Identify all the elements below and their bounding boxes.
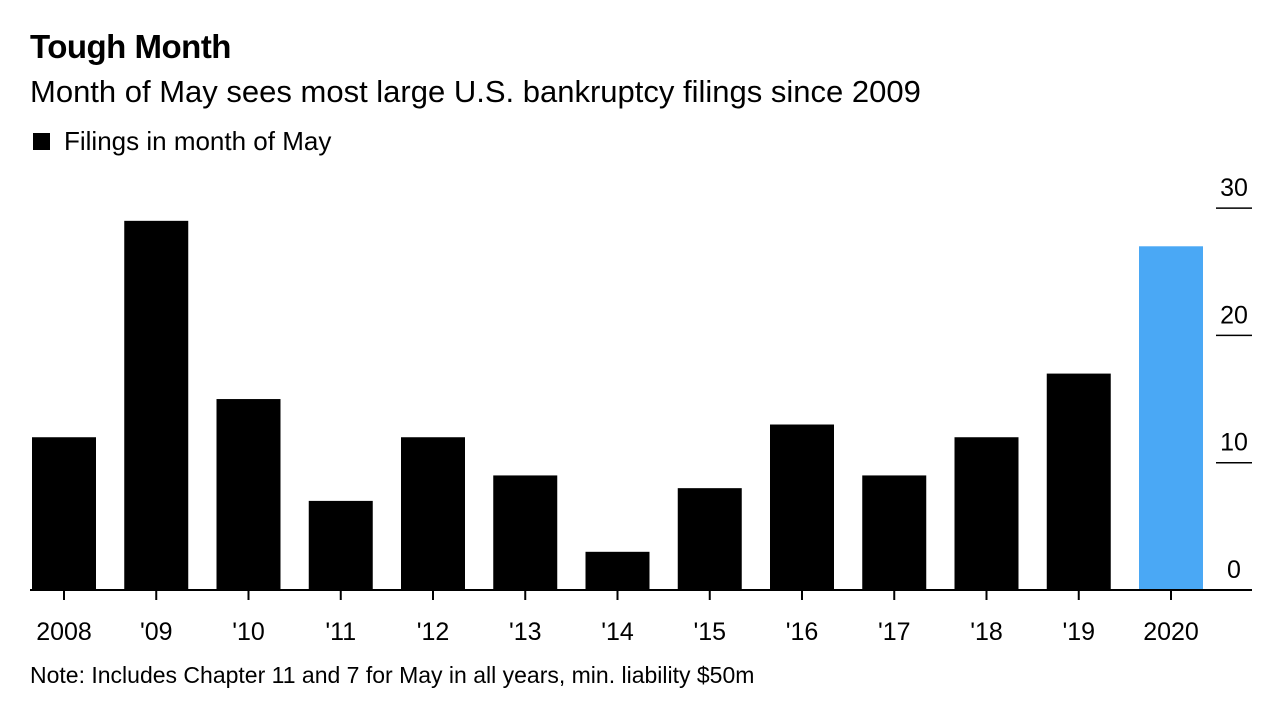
x-tick-label: 2020: [1143, 618, 1199, 646]
bar-2008: [32, 437, 96, 590]
bar-10: [216, 399, 281, 590]
x-tick-label: '09: [140, 618, 173, 646]
y-tick-label: 20: [1220, 301, 1248, 329]
x-tick-label: '11: [325, 618, 356, 646]
bar-15: [677, 488, 742, 590]
x-tick-label: '19: [1062, 618, 1095, 646]
x-tick-label: '18: [970, 618, 1003, 646]
bar-11: [308, 500, 373, 590]
y-tick-label: 0: [1227, 556, 1241, 584]
x-tick-label: '16: [786, 618, 819, 646]
x-axis: 2008 '09 '10 '11 '12 '13 '14 '15 '16 '17 '18 '19 202…: [30, 589, 1252, 646]
x-tick-label: '14: [601, 618, 634, 646]
x-tick-label: '15: [693, 618, 726, 646]
chart-title: Tough Month: [30, 28, 231, 65]
legend: Filings in month of May: [30, 126, 331, 157]
bar-16: [770, 424, 834, 590]
chart-subtitle: Month of May sees most large U.S. bankru…: [30, 74, 921, 109]
bar-2020: [1139, 246, 1203, 591]
legend-label: Filings in month of May: [64, 126, 332, 156]
bar-19: [1046, 373, 1111, 590]
legend-swatch: [33, 133, 50, 150]
bars-group: [32, 220, 1203, 591]
x-tick-label: '12: [417, 618, 450, 646]
x-tick-label: '13: [509, 618, 542, 646]
bar-14: [585, 551, 650, 590]
bar-18: [954, 437, 1019, 590]
bar-17: [862, 475, 927, 590]
x-tick-label: 2008: [36, 618, 92, 646]
bar-13: [493, 475, 558, 590]
bar-12: [401, 437, 465, 590]
x-tick-label: '10: [232, 618, 265, 646]
x-tick-label: '17: [878, 618, 911, 646]
y-axis: 0 10 20 30: [1216, 174, 1252, 584]
y-tick-label: 30: [1220, 174, 1248, 202]
chart-note: Note: Includes Chapter 11 and 7 for May …: [30, 662, 755, 688]
bar-09: [124, 220, 189, 590]
y-tick-label: 10: [1220, 429, 1248, 457]
